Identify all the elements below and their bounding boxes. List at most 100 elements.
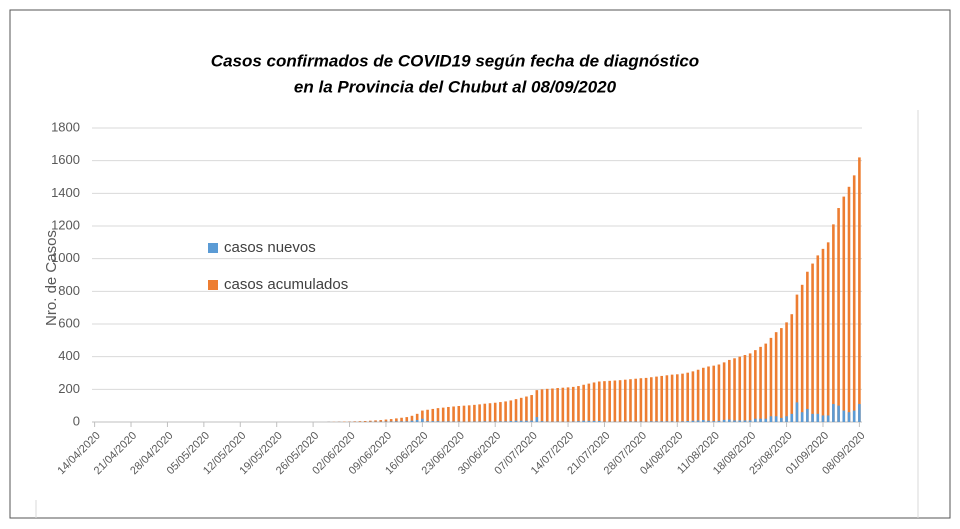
bar xyxy=(722,362,726,422)
bar xyxy=(525,396,528,422)
bar xyxy=(499,421,502,422)
bar xyxy=(509,400,513,422)
bar xyxy=(441,407,445,422)
bar xyxy=(717,420,721,422)
bar xyxy=(743,355,747,422)
bar xyxy=(582,384,585,422)
y-tick-label: 1000 xyxy=(51,250,80,265)
y-tick-label: 800 xyxy=(58,283,80,298)
bar xyxy=(608,380,611,422)
bar xyxy=(426,409,429,422)
bar xyxy=(509,421,513,422)
bar xyxy=(499,402,502,422)
bar xyxy=(816,413,820,422)
bar xyxy=(639,378,643,422)
bar xyxy=(613,380,617,422)
bar xyxy=(681,373,684,422)
legend-swatch xyxy=(208,280,218,290)
bar xyxy=(587,420,591,422)
bar xyxy=(660,421,663,422)
bar xyxy=(587,383,591,422)
bar xyxy=(785,416,788,422)
bar xyxy=(847,412,851,422)
bar xyxy=(712,421,716,422)
bar xyxy=(389,419,393,422)
bar xyxy=(384,419,388,422)
bar xyxy=(603,381,606,422)
bar xyxy=(504,401,507,422)
bar xyxy=(582,420,585,422)
bar xyxy=(525,420,528,422)
bar xyxy=(540,421,544,422)
bar xyxy=(447,421,450,422)
bar xyxy=(545,388,549,422)
bar xyxy=(821,415,825,422)
bar xyxy=(483,421,487,422)
y-axis-label: Nro. de Casos xyxy=(43,230,60,326)
bar xyxy=(415,420,419,422)
bar xyxy=(733,420,736,422)
bar xyxy=(551,388,554,422)
bar xyxy=(769,416,773,422)
bar xyxy=(774,332,778,422)
bar xyxy=(483,403,487,422)
bar xyxy=(493,402,497,422)
bar xyxy=(426,421,429,422)
bar xyxy=(852,410,856,422)
bar xyxy=(790,314,794,422)
bar xyxy=(811,413,814,422)
bar xyxy=(566,387,570,422)
bar xyxy=(743,420,747,422)
bar xyxy=(686,372,690,422)
bar xyxy=(535,390,539,422)
bar xyxy=(728,419,731,422)
bar xyxy=(774,416,778,422)
bar xyxy=(852,175,856,422)
bar xyxy=(785,322,788,422)
bar xyxy=(764,343,768,422)
bar xyxy=(467,405,471,422)
bar xyxy=(405,421,409,422)
bar xyxy=(800,412,804,422)
bar xyxy=(858,157,861,422)
bar xyxy=(858,404,861,422)
bar xyxy=(530,395,533,422)
bar xyxy=(832,224,835,422)
bar xyxy=(410,420,414,422)
bar xyxy=(702,367,705,422)
bar xyxy=(811,263,814,422)
bar xyxy=(400,417,403,422)
bar xyxy=(363,421,367,422)
bar xyxy=(790,413,794,422)
bar xyxy=(436,408,440,422)
bar xyxy=(717,364,721,422)
bar xyxy=(358,421,362,422)
bar xyxy=(374,420,377,422)
legend-label: casos acumulados xyxy=(224,276,348,293)
y-tick-label: 1200 xyxy=(51,217,80,232)
bar xyxy=(655,376,658,422)
bar xyxy=(780,417,783,422)
bar xyxy=(847,186,851,422)
bar xyxy=(353,421,357,422)
bar xyxy=(738,420,742,422)
bar xyxy=(462,405,466,422)
bar xyxy=(842,410,846,422)
y-tick-label: 600 xyxy=(58,315,80,330)
bar xyxy=(452,406,455,422)
bar xyxy=(842,196,846,422)
bar xyxy=(649,377,653,422)
bar xyxy=(592,382,596,422)
bar xyxy=(478,404,481,422)
bar xyxy=(769,337,773,422)
bar xyxy=(519,420,523,422)
bar xyxy=(540,389,544,422)
legend-swatch xyxy=(208,243,218,253)
bar xyxy=(655,421,658,422)
bar xyxy=(530,420,533,422)
bar xyxy=(691,420,695,422)
bar xyxy=(795,294,799,422)
bar xyxy=(759,418,762,422)
bar xyxy=(400,421,403,422)
